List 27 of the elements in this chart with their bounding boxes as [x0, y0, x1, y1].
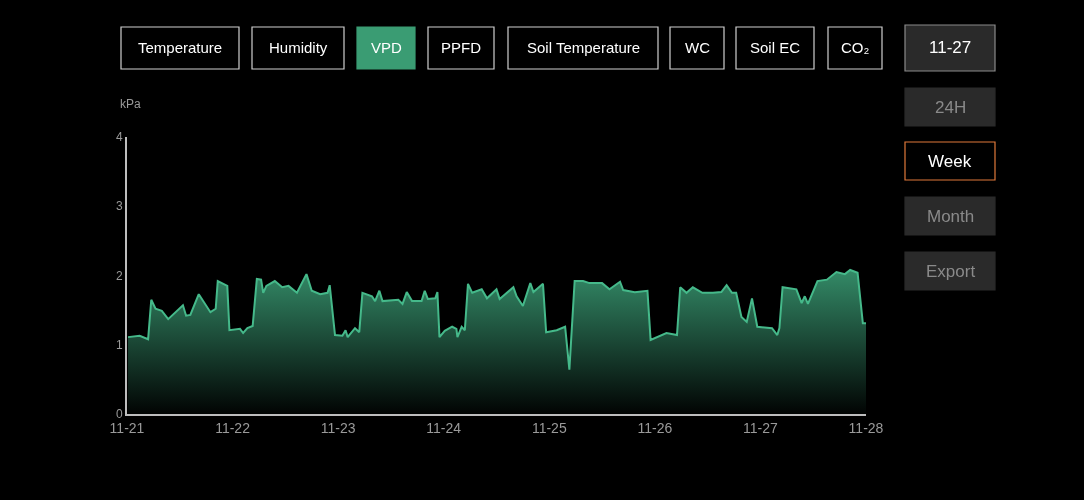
y-axis-title: kPa — [120, 97, 141, 111]
y-tick-label: 2 — [115, 268, 123, 283]
x-tick-label: 11-22 — [215, 419, 251, 436]
text: Week — [928, 152, 972, 171]
text: Export — [926, 262, 976, 281]
y-tick-label: 1 — [115, 337, 123, 352]
x-tick-label: 11-21 — [109, 419, 145, 436]
x-tick-label: 11-25 — [531, 419, 567, 436]
x-tick-label: 11-24 — [426, 419, 462, 436]
text: PPFD — [441, 39, 482, 56]
text: Month — [927, 207, 975, 226]
y-tick-label: 3 — [115, 199, 123, 214]
text: 11-27 — [929, 38, 972, 57]
text: Humidity — [269, 39, 328, 56]
text: Temperature — [138, 39, 223, 56]
text: VPD — [371, 39, 403, 56]
text: WC — [685, 39, 711, 56]
text: Soil Temperature — [527, 39, 641, 56]
x-tick-label: 11-26 — [637, 419, 673, 436]
text: 24H — [935, 98, 967, 117]
text: CO₂ — [841, 39, 870, 56]
y-tick-label: 4 — [115, 130, 123, 145]
y-tick-label: 0 — [115, 407, 123, 422]
x-tick-label: 11-23 — [320, 419, 356, 436]
x-tick-label: 11-27 — [743, 419, 779, 436]
text: Soil EC — [750, 39, 801, 56]
x-tick-label: 11-28 — [848, 419, 884, 436]
